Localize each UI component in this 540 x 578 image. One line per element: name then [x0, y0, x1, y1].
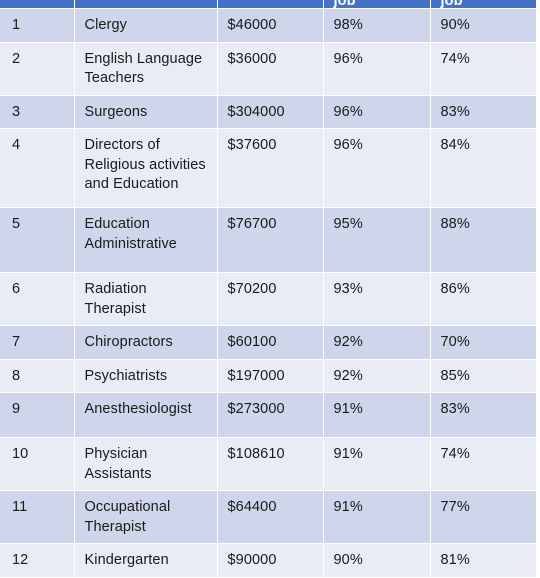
- occupation-cell: Radiation Therapist: [73, 272, 217, 326]
- header-rank: [0, 0, 74, 9]
- occupation-cell: English Language Teachers: [73, 42, 217, 96]
- occupation-cell: Occupational Therapist: [73, 490, 217, 544]
- col5-cell: 85%: [429, 359, 536, 393]
- rank-cell: 8: [0, 359, 74, 393]
- col5-cell: 83%: [429, 392, 536, 438]
- salary-cell: $64400: [216, 490, 323, 544]
- col4-cell: 93%: [322, 272, 430, 326]
- rank-cell: 6: [0, 272, 74, 326]
- salary-cell: $108610: [216, 437, 323, 491]
- table-row: 7 Chiropractors $60100 92% 70%: [0, 325, 536, 360]
- header-col5: job: [429, 0, 536, 9]
- occupation-cell: Kindergarten: [73, 543, 217, 578]
- rank-cell: 7: [0, 325, 74, 360]
- col5-cell: 74%: [429, 42, 536, 96]
- col4-cell: 91%: [322, 392, 430, 438]
- rank-cell: 5: [0, 207, 74, 273]
- occupation-cell: Surgeons: [73, 95, 217, 129]
- salary-cell: $90000: [216, 543, 323, 578]
- col5-cell: 83%: [429, 95, 536, 129]
- rank-cell: 2: [0, 42, 74, 96]
- col5-cell: 86%: [429, 272, 536, 326]
- header-row: job job: [0, 0, 536, 9]
- rank-cell: 3: [0, 95, 74, 129]
- occupation-cell: Chiropractors: [73, 325, 217, 360]
- rank-cell: 9: [0, 392, 74, 438]
- col4-cell: 95%: [322, 207, 430, 273]
- table-row: 4 Directors of Religious activities and E…: [0, 128, 536, 208]
- col4-cell: 96%: [322, 42, 430, 96]
- header-salary: [216, 0, 323, 9]
- col4-cell: 92%: [322, 359, 430, 393]
- col5-cell: 88%: [429, 207, 536, 273]
- col5-cell: 84%: [429, 128, 536, 208]
- rank-cell: 10: [0, 437, 74, 491]
- table-row: 1 Clergy $46000 98% 90%: [0, 8, 536, 43]
- occupation-cell: Physician Assistants: [73, 437, 217, 491]
- table-row: 8 Psychiatrists $197000 92% 85%: [0, 359, 536, 393]
- table-row: 2 English Language Teachers $36000 96% 74%: [0, 42, 536, 96]
- col4-cell: 96%: [322, 128, 430, 208]
- col5-cell: 90%: [429, 8, 536, 43]
- table-row: 3 Surgeons $304000 96% 83%: [0, 95, 536, 129]
- salary-cell: $37600: [216, 128, 323, 208]
- occupation-cell: Anesthesiologist: [73, 392, 217, 438]
- salary-cell: $304000: [216, 95, 323, 129]
- occupation-cell: Psychiatrists: [73, 359, 217, 393]
- col4-cell: 90%: [322, 543, 430, 578]
- table-row: 10 Physician Assistants $108610 91% 74%: [0, 437, 536, 491]
- salary-cell: $70200: [216, 272, 323, 326]
- rank-cell: 11: [0, 490, 74, 544]
- col4-cell: 98%: [322, 8, 430, 43]
- col5-cell: 74%: [429, 437, 536, 491]
- occupation-cell: Directors of Religious activities and Ed…: [73, 128, 217, 208]
- header-occupation: [73, 0, 217, 9]
- rank-cell: 1: [0, 8, 74, 43]
- table-row: 6 Radiation Therapist $70200 93% 86%: [0, 272, 536, 326]
- salary-cell: $197000: [216, 359, 323, 393]
- table-row: 12 Kindergarten $90000 90% 81%: [0, 543, 536, 578]
- table-row: 9 Anesthesiologist $273000 91% 83%: [0, 392, 536, 438]
- col5-cell: 81%: [429, 543, 536, 578]
- col5-cell: 77%: [429, 490, 536, 544]
- salary-cell: $60100: [216, 325, 323, 360]
- col4-cell: 91%: [322, 437, 430, 491]
- salary-cell: $46000: [216, 8, 323, 43]
- table-row: 5 Education Administrative $76700 95% 88%: [0, 207, 536, 273]
- salary-cell: $76700: [216, 207, 323, 273]
- occupation-cell: Education Administrative: [73, 207, 217, 273]
- rank-cell: 4: [0, 128, 74, 208]
- table-body: 1 Clergy $46000 98% 90% 2 English Language Tea…: [0, 8, 536, 578]
- rank-cell: 12: [0, 543, 74, 578]
- salary-cell: $273000: [216, 392, 323, 438]
- col4-cell: 91%: [322, 490, 430, 544]
- salary-cell: $36000: [216, 42, 323, 96]
- table-row: 11 Occupational Therapist $64400 91% 77%: [0, 490, 536, 544]
- table-header: job job: [0, 0, 536, 9]
- col5-cell: 70%: [429, 325, 536, 360]
- header-col4: job: [322, 0, 430, 9]
- col4-cell: 92%: [322, 325, 430, 360]
- col4-cell: 96%: [322, 95, 430, 129]
- occupation-cell: Clergy: [73, 8, 217, 43]
